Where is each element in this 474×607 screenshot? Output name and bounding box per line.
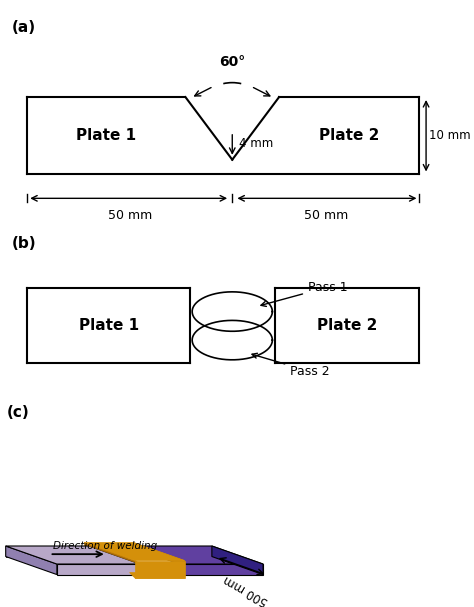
Polygon shape	[57, 564, 140, 575]
Polygon shape	[6, 546, 140, 564]
Text: 50 mm: 50 mm	[108, 209, 152, 222]
Text: Plate 1: Plate 1	[76, 128, 137, 143]
Text: 50 mm: 50 mm	[304, 209, 348, 222]
Text: Plate 2: Plate 2	[317, 318, 377, 333]
Polygon shape	[212, 546, 263, 575]
Polygon shape	[6, 546, 57, 575]
Text: (b): (b)	[12, 236, 36, 251]
Text: Direction of welding: Direction of welding	[53, 541, 157, 551]
Polygon shape	[128, 543, 185, 564]
Polygon shape	[6, 546, 89, 557]
Polygon shape	[84, 543, 140, 564]
Polygon shape	[84, 543, 134, 557]
Polygon shape	[128, 546, 212, 557]
Polygon shape	[180, 564, 263, 575]
Polygon shape	[135, 561, 185, 578]
Polygon shape	[84, 543, 185, 561]
Text: Plate 2: Plate 2	[319, 128, 379, 143]
Text: 10 mm: 10 mm	[429, 129, 471, 142]
Text: 60°: 60°	[219, 55, 246, 69]
Polygon shape	[128, 546, 263, 564]
Text: 4 mm: 4 mm	[239, 137, 273, 150]
Polygon shape	[129, 572, 185, 578]
Text: (a): (a)	[12, 20, 36, 35]
Text: Pass 1: Pass 1	[261, 280, 347, 307]
Text: 500 mm: 500 mm	[222, 572, 271, 607]
Text: (c): (c)	[7, 405, 30, 420]
Text: Plate 1: Plate 1	[79, 318, 139, 333]
Text: Pass 2: Pass 2	[252, 353, 330, 378]
